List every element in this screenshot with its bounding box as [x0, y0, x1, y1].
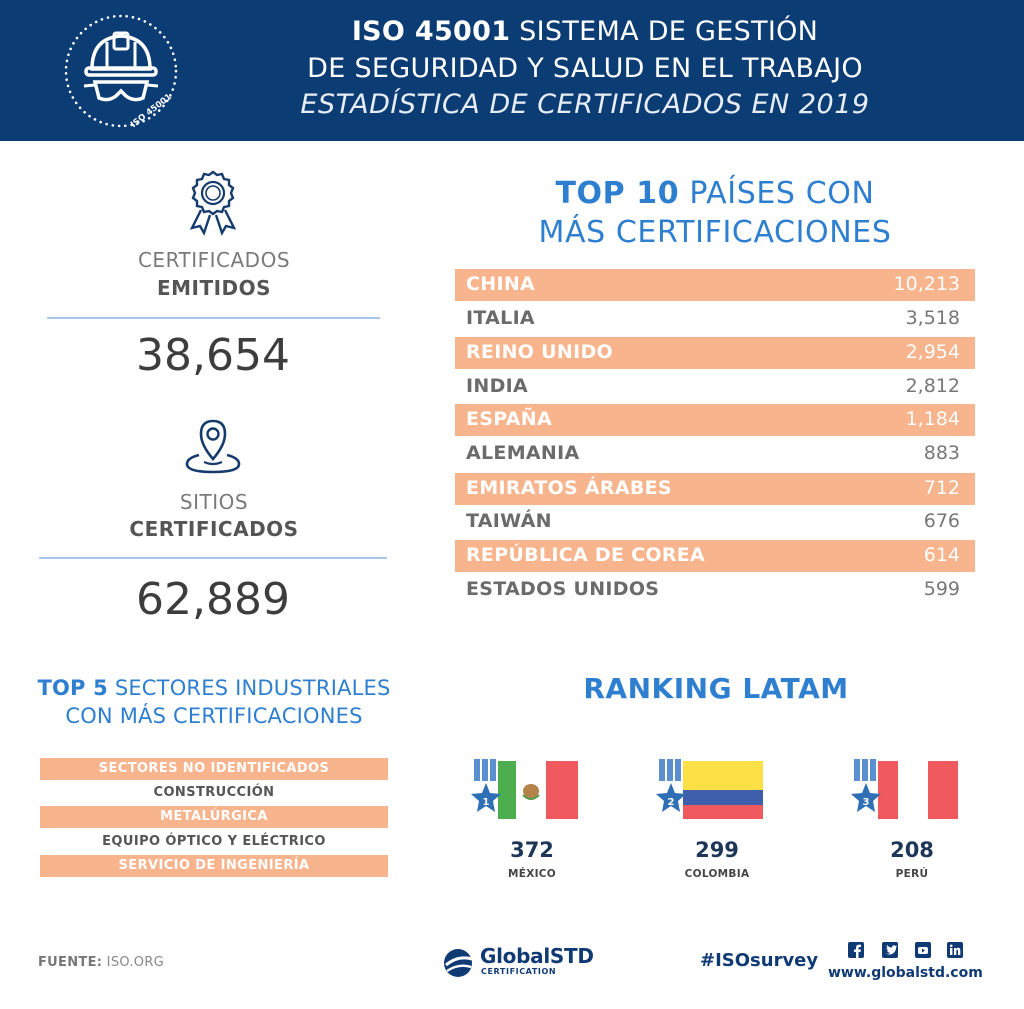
country-value: 599: [923, 578, 960, 600]
country-name: EMIRATOS ÁRABES: [466, 477, 672, 499]
rank-number: 2: [668, 797, 675, 808]
rank-value: 208: [890, 838, 934, 862]
hashtag[interactable]: #ISOsurvey: [700, 950, 819, 971]
source-note: FUENTE: ISO.ORG: [38, 955, 164, 970]
linkedin-icon[interactable]: [947, 942, 963, 958]
top5-title-line2: CON MÁS CERTIFICACIONES: [65, 704, 363, 728]
top5-title-rest: SECTORES INDUSTRIALES: [107, 676, 391, 700]
country-row: CHINA 10,213: [455, 269, 975, 301]
country-row: INDIA 2,812: [455, 371, 975, 403]
ranking-title: RANKING LATAM: [583, 672, 849, 705]
country-name: REPÚBLICA DE COREA: [466, 544, 706, 566]
rank-country: MÉXICO: [507, 868, 557, 880]
top10-title-bold: TOP 10: [555, 176, 680, 211]
rank-number: 3: [863, 797, 870, 808]
top10-title: TOP 10 PAÍSES CON MÁS CERTIFICACIONES: [456, 174, 974, 252]
main-title-line1: ISO 45001 SISTEMA DE GESTIÓN: [230, 16, 940, 47]
social-icons: [848, 942, 966, 962]
certificates-label: CERTIFICADOS: [137, 248, 291, 272]
sites-strong-label: CERTIFICADOS: [129, 517, 299, 541]
country-value: 712: [923, 477, 960, 499]
top10-title-line2: MÁS CERTIFICACIONES: [538, 215, 892, 250]
title-rest: SISTEMA DE GESTIÓN: [510, 16, 819, 47]
badge-text: ISO 45001: [129, 92, 174, 130]
country-value: 614: [923, 544, 960, 566]
country-name: REINO UNIDO: [466, 341, 613, 363]
mexico-flag-medal-icon: 1: [471, 759, 578, 819]
certificates-strong-label: EMITIDOS: [156, 276, 272, 300]
country-name: TAIWÁN: [466, 510, 552, 532]
main-subtitle: ESTADÍSTICA DE CERTIFICADOS EN 2019: [300, 89, 870, 120]
country-row: ALEMANIA 883: [455, 438, 975, 470]
colombia-flag-medal-icon: 2: [656, 759, 763, 819]
country-name: ESPAÑA: [466, 408, 552, 430]
country-value: 883: [923, 442, 960, 464]
sector-row: SERVICIO DE INGENIERÍA: [40, 855, 388, 877]
top5-title: TOP 5 SECTORES INDUSTRIALES CON MÁS CERT…: [30, 674, 398, 730]
country-value: 2,812: [905, 375, 960, 397]
country-row: REPÚBLICA DE COREA 614: [455, 540, 975, 572]
rank-country: PERÚ: [895, 868, 929, 880]
hard-hat-badge-icon: ISO 45001: [64, 14, 178, 130]
rank-country: COLOMBIA: [684, 868, 750, 880]
country-value: 1,184: [905, 408, 960, 430]
country-row: ESTADOS UNIDOS 599: [455, 574, 975, 606]
country-row: REINO UNIDO 2,954: [455, 337, 975, 369]
country-row: ITALIA 3,518: [455, 303, 975, 335]
header-banner: ISO 45001 ISO 45001 SISTEMA DE GESTIÓN D…: [0, 0, 1024, 141]
top10-title-rest: PAÍSES CON: [679, 176, 875, 211]
country-row: ESPAÑA 1,184: [455, 404, 975, 436]
country-row: TAIWÁN 676: [455, 506, 975, 538]
medal-icon: [189, 170, 237, 236]
website-link[interactable]: www.globalstd.com: [828, 965, 983, 981]
top5-title-bold: TOP 5: [37, 676, 108, 700]
source-label: FUENTE:: [38, 955, 103, 970]
youtube-icon[interactable]: [915, 942, 931, 958]
country-name: ALEMANIA: [466, 442, 580, 464]
sites-value: 62,889: [136, 574, 290, 625]
sector-row: CONSTRUCCIÓN: [153, 785, 275, 800]
sites-label: SITIOS: [179, 490, 249, 514]
rank-value: 299: [695, 838, 739, 862]
sector-row: EQUIPO ÓPTICO Y ELÉCTRICO: [102, 834, 326, 849]
peru-flag-medal-icon: 3: [851, 759, 958, 819]
source-value: ISO.ORG: [102, 955, 165, 970]
country-value: 3,518: [905, 307, 960, 329]
main-title-line2: DE SEGURIDAD Y SALUD EN EL TRABAJO: [307, 53, 863, 84]
facebook-icon[interactable]: [848, 942, 864, 958]
divider-sites: [39, 557, 387, 559]
title-bold: ISO 45001: [351, 16, 511, 47]
twitter-icon[interactable]: [882, 942, 898, 958]
globalstd-logo-icon: [444, 949, 473, 977]
country-value: 10,213: [893, 273, 960, 295]
logo-subtitle: CERTIFICATION: [481, 967, 557, 976]
rank-value: 372: [510, 838, 554, 862]
certificates-value: 38,654: [136, 330, 290, 381]
divider-certificates: [47, 317, 380, 319]
country-value: 676: [923, 510, 960, 532]
country-name: INDIA: [466, 375, 529, 397]
country-name: ESTADOS UNIDOS: [466, 578, 660, 600]
country-name: ITALIA: [466, 307, 535, 329]
country-value: 2,954: [905, 341, 960, 363]
location-pin-icon: [185, 419, 241, 474]
logo-name: GlobalSTD: [480, 944, 594, 968]
sector-row: METALÚRGICA: [40, 806, 388, 828]
rank-number: 1: [483, 797, 490, 808]
country-row: EMIRATOS ÁRABES 712: [455, 473, 975, 505]
sector-row: SECTORES NO IDENTIFICADOS: [40, 758, 388, 780]
country-name: CHINA: [466, 273, 536, 295]
